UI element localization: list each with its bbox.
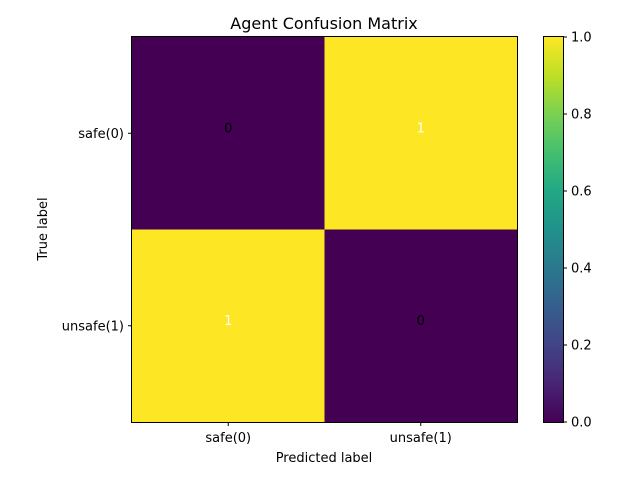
heatmap-cell bbox=[132, 229, 325, 423]
colorbar-tick-label: 0.6 bbox=[571, 185, 592, 200]
x-axis-ticks: safe(0) unsafe(1) bbox=[205, 422, 452, 446]
colorbar-tick-label: 0.2 bbox=[571, 339, 592, 354]
cell-value-label: 1 bbox=[417, 121, 425, 136]
colorbar-tick-label: 0.4 bbox=[571, 262, 592, 277]
y-tick-label: unsafe(1) bbox=[62, 319, 124, 334]
colorbar-tick-label: 0.0 bbox=[571, 416, 592, 431]
heatmap-cell bbox=[324, 229, 518, 423]
y-axis-ticks: safe(0) unsafe(1) bbox=[62, 127, 132, 334]
colorbar bbox=[544, 37, 563, 422]
heatmap-cell-labels: 0 1 1 0 bbox=[224, 121, 425, 329]
y-tick-label: safe(0) bbox=[78, 127, 124, 142]
colorbar-frame bbox=[543, 36, 564, 423]
x-axis-label: Predicted label bbox=[276, 451, 373, 466]
x-tick-label: safe(0) bbox=[205, 431, 251, 446]
colorbar-ticks: 0.0 0.2 0.4 0.6 0.8 1.0 bbox=[563, 31, 592, 431]
cell-value-label: 0 bbox=[224, 121, 232, 136]
cell-value-label: 1 bbox=[224, 314, 232, 329]
plot-frame bbox=[131, 36, 518, 423]
heatmap-cell bbox=[132, 37, 325, 230]
heatmap-cells bbox=[132, 37, 518, 423]
y-axis-label: True label bbox=[36, 197, 51, 261]
colorbar-tick-label: 0.8 bbox=[571, 108, 592, 123]
x-tick-label: unsafe(1) bbox=[390, 431, 452, 446]
cell-value-label: 0 bbox=[417, 314, 425, 329]
heatmap-cell bbox=[324, 37, 518, 230]
chart-title: Agent Confusion Matrix bbox=[230, 14, 418, 33]
colorbar-tick-label: 1.0 bbox=[571, 31, 592, 46]
